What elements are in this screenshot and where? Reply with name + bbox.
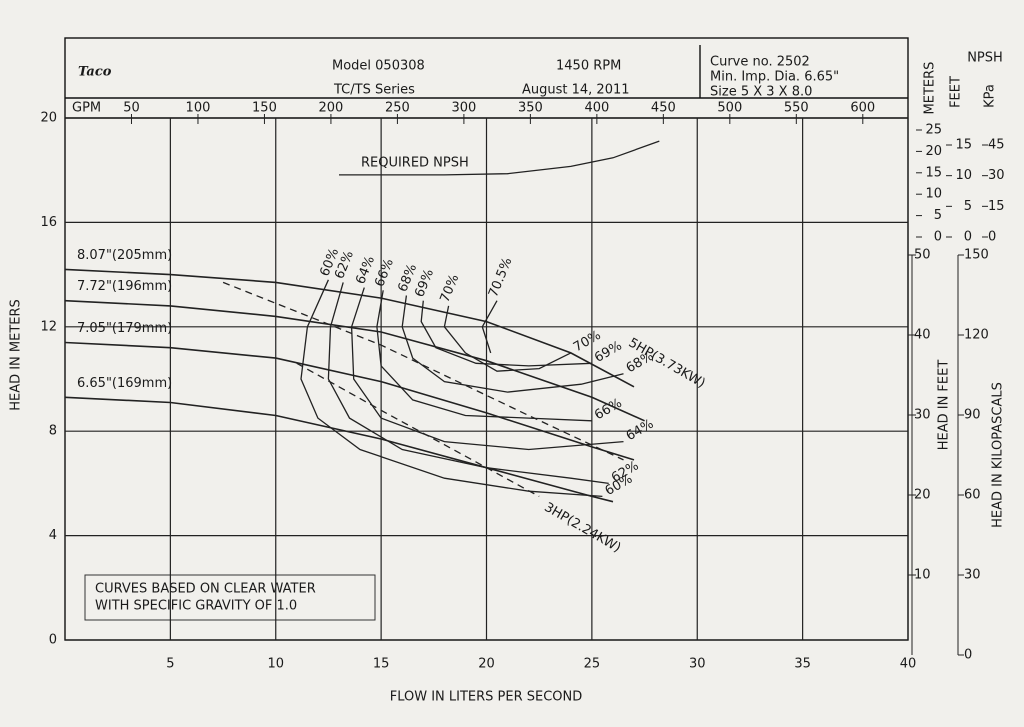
gpm-tick-label: 500 xyxy=(717,101,742,116)
impeller-label: 6.65"(169mm) xyxy=(77,376,172,391)
feet-tick-label: 10 xyxy=(914,568,931,583)
impeller-label: 8.07"(205mm) xyxy=(77,248,172,263)
y-axis-title: HEAD IN METERS xyxy=(9,299,24,411)
note: WITH SPECIFIC GRAVITY OF 1.0 xyxy=(95,599,297,614)
npsh-tick-label: 0 xyxy=(964,230,972,245)
eff-curve xyxy=(327,282,609,485)
gpm-label: GPM xyxy=(72,101,101,116)
gpm-tick-label: 150 xyxy=(252,101,277,116)
y-tick-label: 0 xyxy=(49,633,57,648)
npsh-unit: KPa xyxy=(983,84,998,108)
y-tick-label: 20 xyxy=(40,111,57,126)
x-tick-label: 5 xyxy=(166,657,174,672)
kpa-tick-label: 150 xyxy=(964,248,989,263)
npsh-tick-label: 10 xyxy=(925,187,942,202)
hp-curve xyxy=(296,362,540,497)
eff-curve xyxy=(443,305,572,372)
note-box xyxy=(84,574,376,621)
note: CURVES BASED ON CLEAR WATER xyxy=(95,582,316,597)
kpa-tick-label: 60 xyxy=(964,488,981,503)
eff-curve xyxy=(481,300,498,354)
eff-curve xyxy=(401,295,624,393)
npsh-tick-label: 0 xyxy=(988,230,996,245)
npsh-title: NPSH xyxy=(967,51,1003,66)
kpa-tick-label: 120 xyxy=(964,328,989,343)
feet-tick-label: 30 xyxy=(914,408,931,423)
gpm-tick-label: 550 xyxy=(784,101,809,116)
x-tick-label: 40 xyxy=(900,657,917,672)
npsh-tick-label: 30 xyxy=(988,168,1005,183)
npsh-tick-label: 0 xyxy=(934,230,942,245)
x-axis-title: FLOW IN LITERS PER SECOND xyxy=(390,690,583,705)
gpm-tick-label: 100 xyxy=(186,101,211,116)
impeller-curve xyxy=(64,299,645,422)
y-tick-label: 12 xyxy=(40,319,57,334)
y-tick-label: 8 xyxy=(49,424,57,439)
size: Size 5 X 3 X 8.0 xyxy=(710,85,812,100)
x-tick-label: 25 xyxy=(584,657,601,672)
gpm-tick-label: 400 xyxy=(584,101,609,116)
gpm-tick-label: 200 xyxy=(319,101,344,116)
kpa-tick-label: 90 xyxy=(964,408,981,423)
eff-curve xyxy=(420,300,592,367)
kpa-axis-title: HEAD IN KILOPASCALS xyxy=(991,382,1006,528)
y-tick-label: 4 xyxy=(49,528,57,543)
gpm-tick-label: 450 xyxy=(651,101,676,116)
x-tick-label: 30 xyxy=(689,657,706,672)
npsh-tick-label: 10 xyxy=(955,168,972,183)
efficiency-label: 64% xyxy=(624,417,657,444)
npsh-unit: METERS xyxy=(923,62,938,115)
npsh-tick-label: 15 xyxy=(925,165,942,180)
date: August 14, 2011 xyxy=(522,83,630,98)
series-name: TC/TS Series xyxy=(333,83,415,98)
npsh-unit: FEET xyxy=(949,76,964,108)
min-imp: Min. Imp. Dia. 6.65" xyxy=(710,70,839,85)
npsh-tick-label: 25 xyxy=(925,123,942,138)
rpm: 1450 RPM xyxy=(556,59,621,74)
x-tick-label: 10 xyxy=(267,657,284,672)
x-tick-label: 20 xyxy=(478,657,495,672)
hp-curve xyxy=(222,281,624,461)
efficiency-label: 70% xyxy=(438,272,463,304)
gpm-tick-label: 350 xyxy=(518,101,543,116)
npsh-tick-label: 15 xyxy=(955,138,972,153)
kpa-tick-label: 0 xyxy=(964,648,972,663)
npsh-tick-label: 5 xyxy=(964,199,972,214)
feet-tick-label: 50 xyxy=(914,248,931,263)
feet-axis-title: HEAD IN FEET xyxy=(937,360,952,451)
feet-tick-label: 40 xyxy=(914,328,931,343)
gpm-tick-label: 50 xyxy=(123,101,140,116)
kpa-tick-label: 30 xyxy=(964,568,981,583)
x-tick-label: 15 xyxy=(373,657,390,672)
curve-no: Curve no. 2502 xyxy=(710,55,810,70)
npsh-tick-label: 5 xyxy=(934,208,942,223)
impeller-label: 7.72"(196mm) xyxy=(77,279,172,294)
impeller-curve xyxy=(64,396,614,503)
npsh-tick-label: 15 xyxy=(988,199,1005,214)
eff-curve xyxy=(350,287,624,451)
gpm-tick-label: 300 xyxy=(451,101,476,116)
npsh-tick-label: 20 xyxy=(925,144,942,159)
feet-tick-label: 20 xyxy=(914,488,931,503)
logo: Taco xyxy=(78,65,112,80)
impeller-curve xyxy=(64,341,635,461)
npsh-tick-label: 45 xyxy=(988,138,1005,153)
npsh-curve-label: REQUIRED NPSH xyxy=(361,155,469,170)
efficiency-label: 70.5% xyxy=(486,256,515,300)
y-tick-label: 16 xyxy=(40,215,57,230)
eff-curve xyxy=(300,279,603,498)
npsh-curve xyxy=(339,140,660,176)
hp-label: 3HP(2.24KW) xyxy=(541,500,623,556)
gpm-tick-label: 250 xyxy=(385,101,410,116)
x-tick-label: 35 xyxy=(794,657,811,672)
eff-curve xyxy=(376,290,592,422)
impeller-label: 7.05"(179mm) xyxy=(77,321,172,336)
gpm-tick-label: 600 xyxy=(850,101,875,116)
model: Model 050308 xyxy=(332,59,425,74)
